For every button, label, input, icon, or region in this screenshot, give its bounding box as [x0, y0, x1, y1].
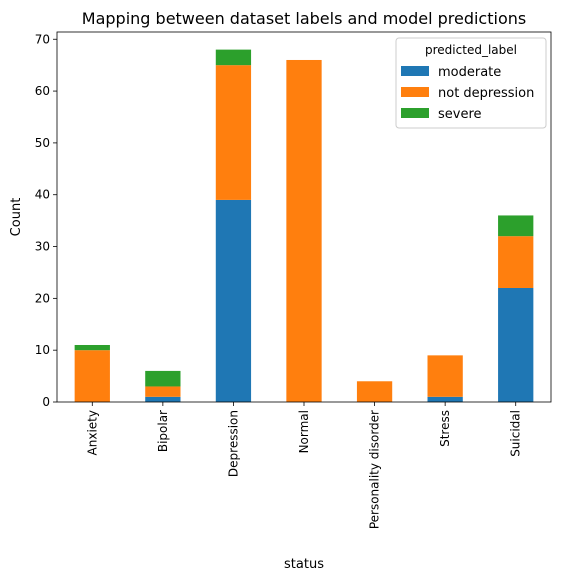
legend-label-moderate: moderate — [438, 65, 501, 80]
bar-bipolar-severe — [145, 370, 181, 387]
bar-depression-not-depression — [215, 65, 252, 200]
y-tick-label: 30 — [35, 240, 50, 254]
legend: predicted_label moderate not depression sev… — [395, 37, 547, 129]
bar-bipolar-moderate — [145, 396, 181, 402]
bar-suicidal-severe — [498, 215, 534, 237]
x-tick-label-personality-disorder: Personality disorder — [368, 410, 382, 529]
legend-swatch-severe — [401, 108, 429, 118]
x-tick-label-normal: Normal — [297, 410, 311, 453]
bar-stress-not-depression — [427, 355, 463, 397]
x-axis-label: status — [284, 557, 324, 572]
bar-anxiety-not-depression — [74, 350, 110, 402]
y-tick-label: 40 — [35, 188, 50, 202]
legend-box — [395, 37, 547, 129]
legend-title: predicted_label — [425, 43, 517, 57]
legend-label-severe: severe — [438, 107, 482, 122]
bar-personality-disorder-not-depression — [356, 381, 393, 402]
legend-label-not-depression: not depression — [438, 86, 534, 101]
bar-depression-moderate — [215, 199, 252, 402]
bar-stress-moderate — [427, 396, 463, 402]
x-tick-label-bipolar: Bipolar — [156, 410, 170, 452]
axes-layer: 0 10 20 30 40 50 60 70 Anxiety Bipolar Depression N… — [35, 31, 552, 529]
legend-swatch-not-depression — [401, 87, 429, 97]
bar-normal-not-depression — [286, 59, 322, 403]
chart-title: Mapping between dataset labels and model… — [82, 9, 526, 28]
x-tick-label-depression: Depression — [226, 410, 240, 477]
bar-suicidal-moderate — [498, 287, 534, 402]
bar-depression-severe — [215, 49, 252, 66]
y-axis-label: Count — [9, 198, 24, 237]
y-tick-label: 70 — [35, 32, 50, 46]
y-tick-label: 0 — [42, 395, 50, 409]
x-tick-label-anxiety: Anxiety — [85, 410, 99, 455]
bar-anxiety-severe — [74, 344, 110, 351]
bar-bipolar-not-depression — [145, 386, 181, 397]
legend-swatch-moderate — [401, 66, 429, 76]
bar-suicidal-not-depression — [498, 236, 534, 288]
bars-layer — [74, 49, 534, 403]
x-tick-label-stress: Stress — [438, 410, 452, 447]
y-tick-label: 20 — [35, 291, 50, 305]
y-tick-label: 50 — [35, 136, 50, 150]
y-tick-label: 10 — [35, 343, 50, 357]
x-tick-label-suicidal: Suicidal — [509, 410, 523, 457]
y-tick-label: 60 — [35, 84, 50, 98]
